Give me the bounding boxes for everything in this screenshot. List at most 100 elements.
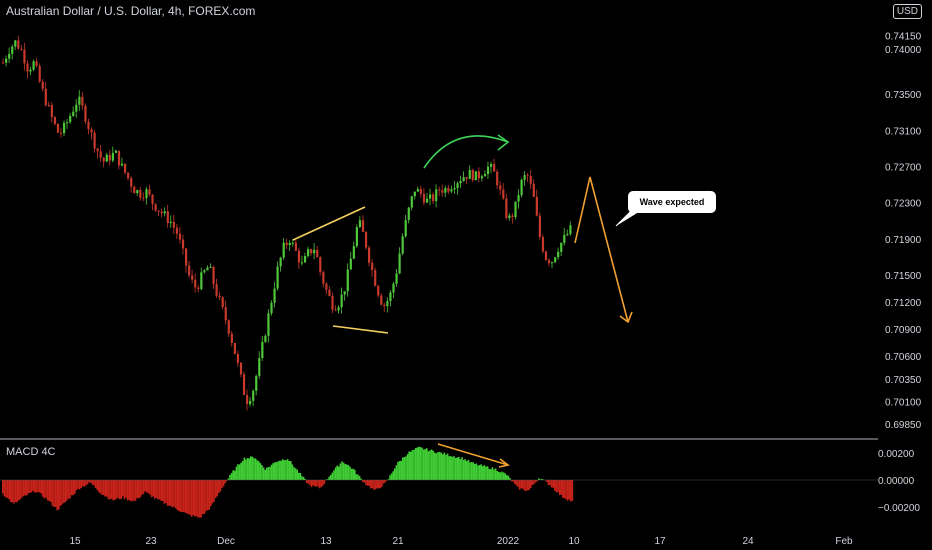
macd-bar	[78, 480, 81, 490]
candle-body	[316, 249, 319, 258]
candle-body	[53, 117, 57, 124]
macd-bar	[549, 480, 551, 486]
candle-body	[505, 198, 508, 219]
macd-bar	[530, 480, 532, 488]
candle-body	[538, 215, 541, 238]
macd-divergence-line	[437, 443, 509, 466]
candle-body	[139, 190, 142, 198]
macd-bar	[82, 480, 84, 487]
macd-bar	[421, 447, 423, 480]
candle-body	[297, 250, 301, 263]
macd-bar	[222, 480, 225, 487]
macd-bar	[234, 470, 236, 480]
candle-body	[447, 188, 450, 192]
macd-bar	[5, 480, 7, 498]
macd-bar	[410, 451, 412, 480]
macd-bar	[306, 480, 308, 484]
macd-bar	[83, 480, 86, 487]
price-tick-label: 0.70900	[885, 325, 922, 336]
macd-bar	[310, 480, 313, 488]
macd-bar	[346, 464, 348, 480]
candle-body	[386, 301, 389, 307]
candle-body	[319, 257, 322, 273]
macd-bar	[256, 460, 258, 480]
macd-bar	[165, 480, 167, 504]
macd-bar	[270, 464, 273, 480]
candle-body	[532, 183, 535, 197]
macd-bar	[387, 479, 390, 480]
candle-body	[468, 169, 471, 179]
candle-body	[310, 249, 313, 254]
candle-body	[69, 115, 72, 123]
macd-bar	[109, 480, 111, 500]
macd-bar	[571, 480, 574, 501]
macd-bar	[342, 462, 345, 480]
macd-bar	[138, 480, 140, 499]
candle-body	[307, 249, 310, 257]
macd-bar	[21, 480, 23, 498]
macd-bar	[534, 480, 537, 483]
macd-bar	[19, 480, 22, 500]
macd-bar	[339, 463, 342, 480]
macd-bar	[454, 457, 457, 480]
macd-bar	[250, 456, 252, 480]
macd-bar	[334, 467, 337, 480]
macd-bar	[190, 480, 193, 517]
candle-body	[191, 275, 194, 280]
candle-body	[218, 295, 221, 298]
macd-bar	[536, 480, 538, 482]
macd-bar	[75, 480, 78, 491]
macd-bar	[400, 460, 402, 480]
price-tick-label: 0.70350	[885, 375, 922, 386]
candle-body	[364, 231, 368, 248]
candle-body	[416, 189, 419, 192]
macd-bar	[360, 478, 362, 480]
macd-bar	[498, 472, 500, 480]
macd-bar	[230, 473, 233, 480]
macd-bar	[453, 456, 455, 480]
macd-tick-label: −0.00200	[878, 503, 920, 514]
macd-bar	[416, 447, 418, 480]
candle-body	[529, 176, 532, 184]
candle-body	[325, 283, 328, 290]
macd-bar	[514, 480, 516, 484]
candle-body	[194, 279, 197, 288]
macd-bar	[491, 467, 494, 480]
candle-body	[188, 265, 191, 276]
candle-body	[444, 188, 447, 193]
candle-body	[246, 394, 249, 405]
macd-bar	[488, 468, 490, 480]
macd-bar	[58, 480, 60, 510]
candle-body	[392, 283, 395, 293]
candle-body	[349, 258, 352, 270]
macd-tick-label: 0.00200	[878, 449, 915, 460]
candle-body	[108, 154, 111, 161]
macd-bar	[56, 480, 58, 511]
macd-bar	[538, 478, 540, 480]
candle-body	[285, 242, 288, 246]
candle-body	[105, 154, 108, 162]
candle-body	[404, 219, 407, 237]
macd-bar	[314, 480, 316, 487]
time-tick-label: 13	[320, 536, 332, 547]
macd-bar	[262, 467, 265, 480]
candle-body	[566, 234, 569, 236]
macd-bar	[66, 480, 68, 501]
macd-bar	[32, 480, 34, 491]
candle-body	[78, 96, 81, 105]
price-tick-label: 0.70100	[885, 397, 922, 408]
currency-badge[interactable]: USD	[892, 4, 922, 19]
macd-bar	[6, 480, 9, 498]
macd-bar	[14, 480, 17, 502]
candle-body	[270, 302, 273, 314]
triangle-lower-trendline	[332, 325, 389, 334]
candle-body	[5, 58, 8, 63]
candle-body	[380, 295, 383, 305]
macd-bar	[182, 480, 185, 513]
candle-body	[239, 362, 243, 375]
macd-bar	[104, 480, 106, 497]
candle-body	[425, 198, 429, 203]
macd-histogram	[2, 446, 574, 518]
macd-bar	[24, 480, 26, 496]
